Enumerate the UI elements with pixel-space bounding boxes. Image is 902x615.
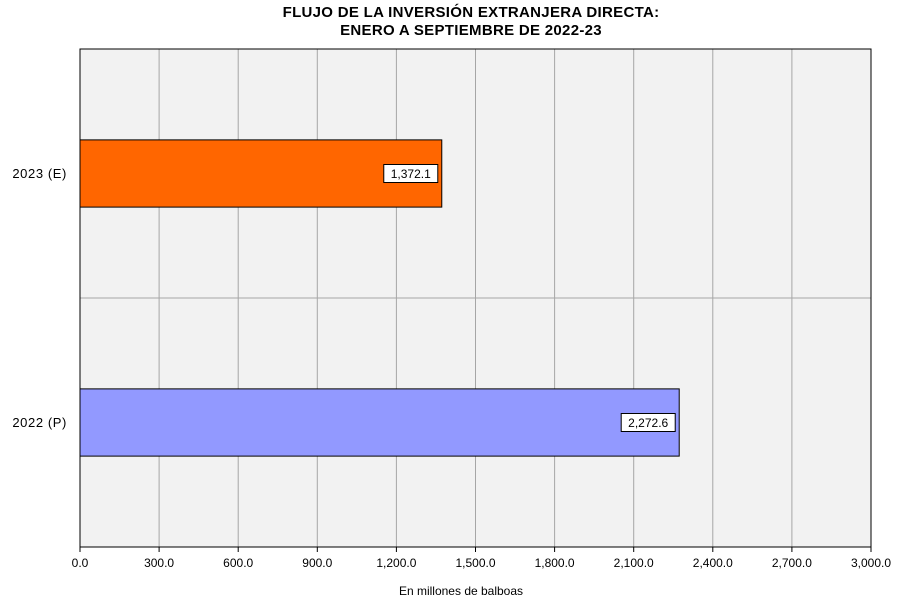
x-tick-label: 3,000.0 bbox=[851, 556, 891, 570]
x-tick-label: 1,800.0 bbox=[535, 556, 575, 570]
x-tick-label: 2,700.0 bbox=[772, 556, 812, 570]
x-axis-ticks: 0.0 300.0 600.0 900.0 1,200.0 1,500.0 1,800.0 2… bbox=[72, 547, 891, 570]
data-label: 2,272.6 bbox=[628, 416, 668, 430]
data-label-box bbox=[620, 413, 676, 432]
x-tick-label: 1,500.0 bbox=[455, 556, 495, 570]
data-label-box bbox=[383, 164, 439, 183]
chart-title-line-2: ENERO A SEPTIEMBRE DE 2022-23 bbox=[340, 22, 602, 39]
x-tick-label: 2,400.0 bbox=[693, 556, 733, 570]
bar bbox=[79, 388, 680, 457]
bar bbox=[79, 139, 443, 208]
x-tick-label: 1,200.0 bbox=[376, 556, 416, 570]
x-tick-label: 600.0 bbox=[223, 556, 253, 570]
gridlines bbox=[80, 49, 871, 547]
data-label: 1,372.1 bbox=[391, 167, 431, 181]
bars bbox=[79, 139, 680, 457]
x-tick-label: 300.0 bbox=[144, 556, 174, 570]
x-tick-label: 900.0 bbox=[302, 556, 332, 570]
x-tick-label: 2,100.0 bbox=[614, 556, 654, 570]
data-labels: 1,372.1 2,272.6 bbox=[383, 164, 676, 432]
x-tick-label: 0.0 bbox=[72, 556, 89, 570]
chart-title-line-1: FLUJO DE LA INVERSIÓN EXTRANJERA DIRECTA… bbox=[283, 3, 660, 21]
y-axis-categories: 2023 (E) 2022 (P) bbox=[12, 166, 67, 430]
category-label: 2022 (P) bbox=[12, 415, 67, 430]
category-label: 2023 (E) bbox=[12, 166, 67, 181]
x-axis-label: En millones de balboas bbox=[399, 584, 523, 598]
